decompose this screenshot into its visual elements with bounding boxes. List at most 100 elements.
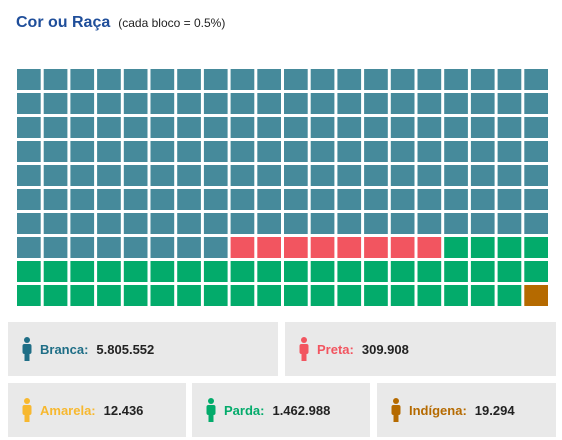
waffle-block-branca [123,93,148,114]
waffle-block-branca [203,237,228,258]
waffle-block-branca [97,141,121,162]
waffle-block-branca [43,165,68,186]
waffle-block-branca [390,141,415,162]
waffle-block-branca [390,69,415,90]
waffle-block-parda [230,285,255,306]
waffle-block-branca [123,117,148,138]
waffle-block-branca [17,69,41,90]
waffle-block-branca [230,165,255,186]
waffle-block-branca [70,189,95,210]
waffle-block-branca [284,93,308,114]
waffle-block-branca [203,165,228,186]
waffle-block-branca [43,93,68,114]
waffle-block-branca [284,165,308,186]
waffle-block-branca [337,93,362,114]
waffle-block-branca [17,189,41,210]
waffle-block-branca [150,117,175,138]
waffle-block-parda [203,261,228,282]
waffle-block-branca [524,141,548,162]
waffle-block-branca [17,237,41,258]
waffle-block-parda [364,285,388,306]
waffle-block-branca [497,189,522,210]
waffle-block-parda [444,261,468,282]
waffle-block-branca [150,213,175,234]
legend-label-preta: Preta: [317,341,354,357]
waffle-block-branca [177,93,201,114]
waffle-block-branca [417,213,442,234]
waffle-block-parda [177,285,201,306]
waffle-block-branca [43,237,68,258]
legend-card-indigena: Indígena: 19.294 [377,383,556,437]
waffle-block-branca [497,213,522,234]
waffle-block-branca [177,189,201,210]
person-icon [391,398,401,422]
waffle-block-preta [230,237,255,258]
waffle-block-branca [497,117,522,138]
waffle-block-branca [203,141,228,162]
waffle-block-branca [123,165,148,186]
waffle-block-branca [70,213,95,234]
waffle-block-branca [444,189,468,210]
waffle-block-branca [177,165,201,186]
waffle-block-branca [470,93,495,114]
waffle-block-branca [444,117,468,138]
waffle-chart [17,69,548,306]
waffle-block-branca [444,141,468,162]
waffle-block-branca [97,165,121,186]
waffle-block-parda [17,261,41,282]
waffle-block-parda [470,285,495,306]
waffle-block-branca [417,117,442,138]
waffle-block-branca [150,189,175,210]
legend-value-parda: 1.462.988 [272,402,331,418]
waffle-block-branca [230,93,255,114]
waffle-block-parda [444,237,468,258]
waffle-block-branca [444,213,468,234]
waffle-block-branca [337,165,362,186]
waffle-block-branca [123,237,148,258]
waffle-block-parda [524,261,548,282]
waffle-block-branca [390,117,415,138]
waffle-block-parda [310,285,335,306]
waffle-block-parda [43,285,68,306]
waffle-block-parda [43,261,68,282]
waffle-block-branca [70,93,95,114]
legend-label-amarela: Amarela: [40,402,96,418]
waffle-block-branca [284,141,308,162]
waffle-block-branca [70,165,95,186]
waffle-block-branca [97,93,121,114]
waffle-block-branca [524,117,548,138]
waffle-block-branca [497,165,522,186]
waffle-block-branca [524,213,548,234]
person-icon [206,398,216,422]
waffle-block-branca [364,93,388,114]
waffle-block-branca [230,189,255,210]
waffle-block-branca [123,213,148,234]
waffle-block-branca [417,69,442,90]
waffle-block-indigena [524,285,548,306]
legend-card-amarela: Amarela: 12.436 [8,383,186,437]
waffle-block-branca [177,213,201,234]
waffle-block-branca [43,117,68,138]
waffle-block-parda [524,237,548,258]
waffle-block-branca [230,69,255,90]
waffle-block-branca [230,213,255,234]
waffle-block-parda [364,261,388,282]
waffle-block-parda [150,261,175,282]
waffle-block-parda [97,261,121,282]
waffle-block-branca [203,189,228,210]
waffle-block-branca [203,93,228,114]
waffle-block-preta [337,237,362,258]
waffle-block-branca [310,117,335,138]
waffle-block-branca [17,141,41,162]
waffle-block-branca [444,165,468,186]
waffle-block-parda [390,261,415,282]
waffle-block-branca [470,141,495,162]
waffle-block-branca [70,141,95,162]
waffle-block-parda [97,285,121,306]
waffle-block-branca [417,165,442,186]
waffle-block-branca [417,189,442,210]
waffle-block-branca [337,189,362,210]
legend-value-indigena: 19.294 [474,402,515,418]
waffle-block-branca [257,165,281,186]
waffle-block-branca [390,93,415,114]
